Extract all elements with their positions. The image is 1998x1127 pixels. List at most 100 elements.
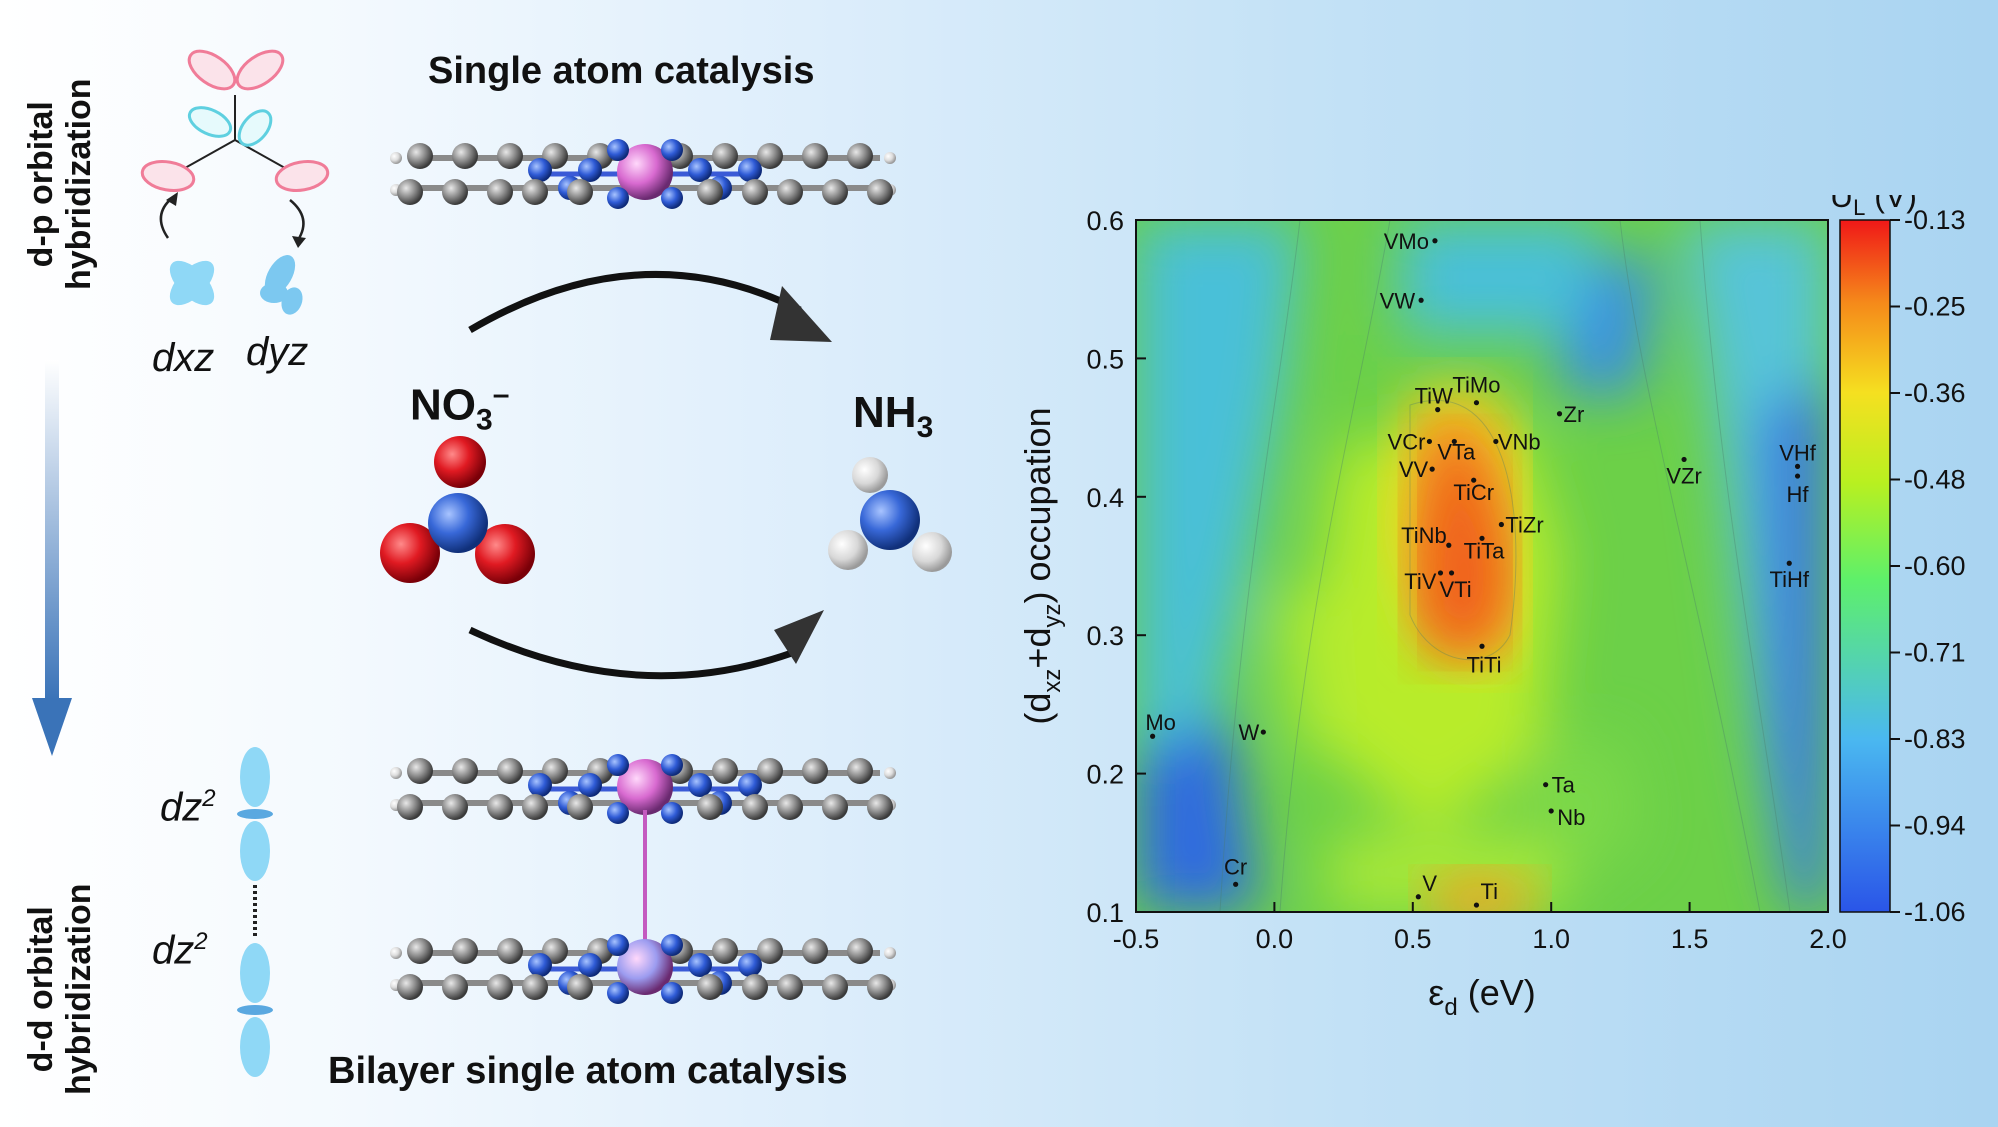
data-point-timo: TiMo <box>1452 373 1501 406</box>
y-tick-label: 0.2 <box>1086 760 1124 790</box>
data-point-label: VNb <box>1498 429 1541 454</box>
x-tick-label: 0.0 <box>1256 924 1294 954</box>
dp-orbital-diagram <box>140 49 330 315</box>
data-point-titi: TiTi <box>1466 643 1502 677</box>
colorbar-tick-label: -0.83 <box>1904 724 1966 754</box>
y-tick-label: 0.4 <box>1086 483 1124 513</box>
down-arrow-icon <box>32 360 72 756</box>
data-point-vw: VW <box>1380 288 1424 313</box>
data-point-label: Ti <box>1480 879 1498 904</box>
data-point-label: Zr <box>1564 402 1585 427</box>
x-tick-label: -0.5 <box>1113 924 1160 954</box>
contour-line <box>1219 220 1301 912</box>
data-point-label: VMo <box>1384 229 1429 254</box>
y-tick-label: 0.5 <box>1086 344 1124 374</box>
data-point-label: TiTa <box>1464 538 1506 563</box>
data-point-label: TiTi <box>1466 652 1501 677</box>
data-point-label: TiZr <box>1505 512 1543 537</box>
colorbar-tick-label: -0.48 <box>1904 465 1966 495</box>
data-point-label: TiV <box>1404 569 1437 594</box>
data-point-vcr: VCr <box>1388 429 1433 454</box>
contour-line <box>1279 220 1391 912</box>
dp-label-line1: d-p orbital <box>22 101 60 268</box>
data-point-ticr: TiCr <box>1453 477 1494 505</box>
data-point-tinb: TiNb <box>1401 523 1452 548</box>
data-point-label: TiMo <box>1452 373 1500 398</box>
colorbar-tick-label: -0.60 <box>1904 551 1966 581</box>
plot-frame <box>1135 219 1829 913</box>
data-point-vv: VV <box>1399 457 1435 482</box>
data-point-vnb: VNb <box>1493 429 1541 454</box>
data-point-vmo: VMo <box>1384 229 1438 254</box>
x-tick-label: 1.5 <box>1671 924 1709 954</box>
contour-line <box>1699 220 1791 912</box>
x-tick-label: 0.5 <box>1394 924 1432 954</box>
data-point-label: V <box>1422 871 1437 896</box>
single-atom-title: Single atom catalysis <box>428 50 815 92</box>
data-point-label: VTi <box>1439 577 1471 602</box>
data-point-vta: VTa <box>1437 438 1476 464</box>
data-point-ta: Ta <box>1543 773 1576 798</box>
orbital-label-dz2-bottom: dz2 <box>152 928 208 973</box>
data-point-cr: Cr <box>1224 854 1247 887</box>
data-point-label: VV <box>1399 457 1429 482</box>
colorbar-title: UL (V) <box>1830 195 1917 220</box>
data-point-tita: TiTa <box>1464 535 1506 563</box>
y-tick-label: 0.3 <box>1086 621 1124 651</box>
colorbar-tick-label: -0.36 <box>1904 378 1966 408</box>
dp-hybridization-label: d-p orbital hybridization <box>22 78 98 290</box>
data-point-label: TiNb <box>1401 523 1447 548</box>
colorbar-tick-label: -0.13 <box>1904 205 1966 235</box>
x-tick-label: 2.0 <box>1809 924 1847 954</box>
dd-orbital-diagram <box>237 747 273 1077</box>
colorbar-tick-label: -0.25 <box>1904 292 1966 322</box>
data-point-label: Mo <box>1145 710 1176 735</box>
data-point-vhf: VHf <box>1779 440 1817 469</box>
data-point-label: VTa <box>1437 439 1476 464</box>
data-point-zr: Zr <box>1556 402 1585 427</box>
data-point-vzr: VZr <box>1666 456 1702 488</box>
orbital-label-dxz: dxz <box>152 336 215 380</box>
ammonia-formula: NH3 <box>853 388 934 444</box>
colorbar <box>1839 219 1891 913</box>
data-point-tiw: TiW <box>1415 384 1454 413</box>
data-point-tihf: TiHf <box>1769 560 1810 592</box>
data-point-ti: Ti <box>1473 879 1498 908</box>
bilayer-atom-structure <box>390 754 896 1004</box>
data-point-label: VHf <box>1779 440 1817 465</box>
contour-line <box>1619 220 1761 912</box>
orbital-label-dyz: dyz <box>246 330 309 374</box>
dd-label-line2: hybridization <box>60 883 98 1095</box>
data-point-label: Nb <box>1557 805 1585 830</box>
nitrate-molecule <box>380 436 535 584</box>
dp-label-line2: hybridization <box>60 78 98 290</box>
y-axis-label: (dxz+dyz) occupation <box>1017 407 1066 724</box>
data-point-label: Ta <box>1552 773 1576 798</box>
heatmap-surface <box>1136 220 1828 912</box>
data-point-w: W <box>1239 720 1266 745</box>
dd-hybridization-label: d-d orbital hybridization <box>22 883 98 1095</box>
data-point-nb: Nb <box>1548 805 1585 830</box>
data-point-label: TiW <box>1415 384 1454 409</box>
y-tick-label: 0.6 <box>1086 206 1124 236</box>
data-point-vti: VTi <box>1439 570 1472 602</box>
data-point-tizr: TiZr <box>1498 512 1544 537</box>
contour-line <box>1409 399 1517 661</box>
bilayer-atom-title: Bilayer single atom catalysis <box>328 1050 848 1092</box>
colorbar-tick-label: -0.71 <box>1904 638 1966 668</box>
colorbar-tick-label: -0.94 <box>1904 811 1966 841</box>
heatmap-chart: -0.5 0.0 0.5 1.0 1.5 2.00.10.20.30.40.50.6 VM… <box>1017 195 1966 1021</box>
single-atom-structure <box>390 139 896 209</box>
data-point-label: TiHf <box>1769 567 1809 592</box>
data-point-label: VW <box>1380 288 1416 313</box>
colorbar-tick-label: -1.06 <box>1904 897 1966 927</box>
data-point-label: VCr <box>1388 429 1426 454</box>
data-point-label: TiCr <box>1453 480 1494 505</box>
dd-label-line1: d-d orbital <box>22 906 60 1073</box>
data-point-label: Hf <box>1787 482 1810 507</box>
data-point-mo: Mo <box>1145 710 1176 739</box>
data-point-label: VZr <box>1666 463 1701 488</box>
orbital-label-dz2-top: dz2 <box>160 785 216 830</box>
data-point-v: V <box>1415 871 1437 900</box>
